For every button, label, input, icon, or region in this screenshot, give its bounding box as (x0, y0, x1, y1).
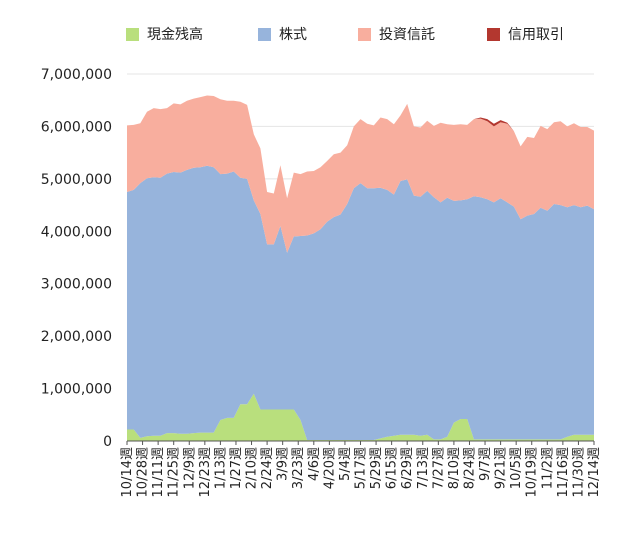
x-tick-label: 10/5週 (509, 447, 524, 489)
legend-label-stocks: 株式 (279, 27, 307, 43)
area-series (127, 95, 594, 441)
area-series-0[interactable] (127, 393, 594, 441)
x-tick-label: 5/29週 (369, 447, 384, 489)
x-tick-label: 3/9週 (276, 447, 291, 481)
x-tick-label: 4/6週 (307, 447, 322, 481)
y-tick-label: 3,000,000 (41, 277, 112, 293)
x-tick-label: 12/14週 (587, 447, 602, 497)
x-tick-label: 9/7週 (478, 447, 493, 481)
x-tick-label: 3/23週 (291, 447, 306, 489)
y-tick-label: 7,000,000 (41, 67, 112, 83)
x-tick-label: 10/14週 (120, 447, 135, 497)
y-tick-label: 0 (103, 434, 112, 450)
x-tick-label: 4/20週 (322, 447, 337, 489)
x-tick-label: 9/21週 (494, 447, 509, 489)
legend-item-cash[interactable]: 現金残高 (126, 24, 203, 44)
x-tick-label: 6/29週 (400, 447, 415, 489)
y-tick-label: 2,000,000 (41, 329, 112, 345)
y-axis: 0 1,000,000 2,000,000 3,000,000 4,000,000 5,0… (41, 67, 112, 450)
legend-item-margin[interactable]: 信用取引 (487, 24, 564, 44)
x-tick-label: 8/10週 (447, 447, 462, 489)
x-tick-label: 2/24週 (260, 447, 275, 489)
legend: 現金残高 株式 投資信託 信用取引 (0, 24, 640, 48)
legend-label-cash: 現金残高 (147, 27, 203, 43)
legend-swatch-funds (358, 27, 371, 41)
x-tick-label: 10/19週 (525, 447, 540, 497)
x-tick-label: 6/15週 (385, 447, 400, 489)
legend-swatch-stocks (258, 27, 271, 41)
legend-item-funds[interactable]: 投資信託 (358, 24, 435, 44)
legend-item-stocks[interactable]: 株式 (258, 24, 307, 44)
x-tick-label: 7/27週 (431, 447, 446, 489)
legend-swatch-margin (487, 27, 500, 41)
x-tick-label: 2/10週 (245, 447, 260, 489)
x-tick-label: 5/17週 (354, 447, 369, 489)
x-tick-label: 12/9週 (182, 447, 197, 489)
x-tick-label: 11/2週 (540, 447, 555, 489)
x-axis: 10/14週 10/28週 11/11週 11/25週 12/9週 12/23週 1/13週… (120, 440, 602, 497)
x-tick-label: 5/4週 (338, 447, 353, 481)
legend-label-funds: 投資信託 (379, 27, 435, 43)
y-tick-label: 5,000,000 (41, 172, 112, 188)
x-tick-label: 1/27週 (229, 447, 244, 489)
x-tick-label: 12/23週 (198, 447, 213, 497)
area-series-1[interactable] (127, 165, 594, 441)
area-series-2[interactable] (127, 95, 594, 253)
x-tick-label: 11/25週 (167, 447, 182, 497)
x-tick-label: 1/13週 (213, 447, 228, 489)
x-tick-label: 11/16週 (556, 447, 571, 497)
y-tick-label: 6,000,000 (41, 119, 112, 135)
x-tick-label: 7/13週 (416, 447, 431, 489)
x-tick-label: 8/24週 (463, 447, 478, 489)
x-tick-label: 11/11週 (151, 447, 166, 497)
x-tick-label: 11/30週 (571, 447, 586, 497)
y-tick-label: 1,000,000 (41, 382, 112, 398)
y-tick-label: 4,000,000 (41, 224, 112, 240)
x-tick-label: 10/28週 (136, 447, 151, 497)
legend-swatch-cash (126, 27, 139, 41)
legend-label-margin: 信用取引 (508, 27, 564, 43)
